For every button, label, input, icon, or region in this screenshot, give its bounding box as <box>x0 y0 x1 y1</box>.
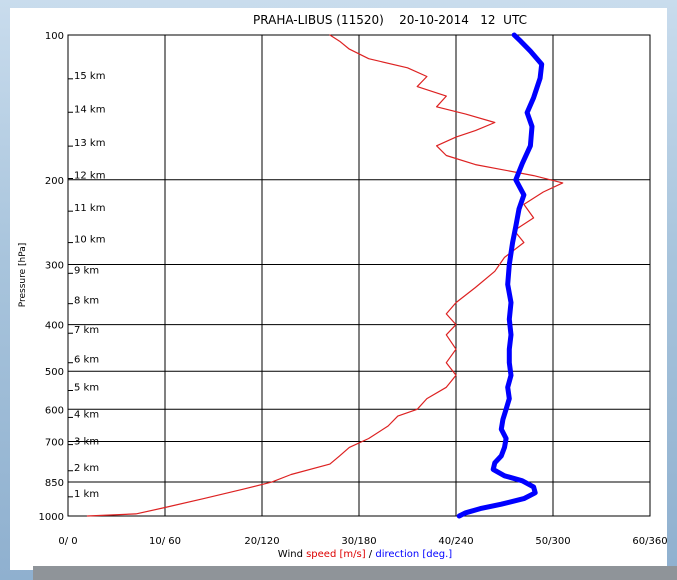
x-axis-label-part: / <box>369 549 376 560</box>
axis-labels: 0/ 0 10/ 60 20/120 30/180 40/240 50/300 60/360… <box>39 31 668 547</box>
x-axis-label-part: Wind <box>278 549 306 560</box>
altitude-label: 9 km <box>74 265 99 276</box>
altitude-label: 10 km <box>74 235 105 246</box>
altitude-label: 5 km <box>74 383 99 394</box>
altitude-label: 7 km <box>74 325 99 336</box>
y-tick-label: 600 <box>45 405 64 416</box>
x-tick-label: 40/240 <box>438 536 473 547</box>
y-tick-label: 100 <box>45 31 64 42</box>
chart-frame <box>10 8 667 570</box>
x-tick-label: 10/ 60 <box>149 536 181 547</box>
x-axis-label-part: [m/s] <box>336 549 368 560</box>
y-tick-label: 850 <box>45 478 64 489</box>
altitude-label: 12 km <box>74 171 105 182</box>
x-axis-label: Wind speed [m/s] / direction [deg.] <box>278 549 453 560</box>
altitude-label: 11 km <box>74 203 105 214</box>
y-tick-label: 300 <box>45 260 64 271</box>
altitude-label: 3 km <box>74 437 99 448</box>
series-line-speed <box>86 34 564 517</box>
bottom-strip <box>33 566 677 580</box>
altitude-label: 4 km <box>74 409 99 420</box>
y-tick-label: 500 <box>45 367 64 378</box>
y-tick-label: 1000 <box>39 512 64 523</box>
altitude-label: 6 km <box>74 355 99 366</box>
x-tick-label: 60/360 <box>632 536 667 547</box>
altitude-label: 14 km <box>74 104 105 115</box>
altitude-label: 13 km <box>74 138 105 149</box>
x-tick-label: 30/180 <box>341 536 376 547</box>
y-axis-label: Pressure [hPa] <box>18 243 28 308</box>
altitude-label: 8 km <box>74 296 99 307</box>
series-layer <box>86 32 564 519</box>
grid <box>67 34 651 517</box>
x-tick-label: 0/ 0 <box>58 536 77 547</box>
altitude-label: 15 km <box>74 71 105 82</box>
y-tick-label: 200 <box>45 176 64 187</box>
x-tick-label: 50/300 <box>535 536 570 547</box>
x-axis-label-part: speed <box>306 549 336 560</box>
x-axis-label-part: [deg.] <box>419 549 452 560</box>
altitude-label: 2 km <box>74 463 99 474</box>
y-tick-label: 400 <box>45 321 64 332</box>
x-tick-label: 20/120 <box>244 536 279 547</box>
x-axis-label-part: direction <box>375 549 419 560</box>
y-tick-label: 700 <box>45 437 64 448</box>
series-line-direction <box>456 32 545 519</box>
altitude-label: 1 km <box>74 489 99 500</box>
chart-title: PRAHA-LIBUS (11520) 20-10-2014 12 UTC <box>253 13 527 27</box>
